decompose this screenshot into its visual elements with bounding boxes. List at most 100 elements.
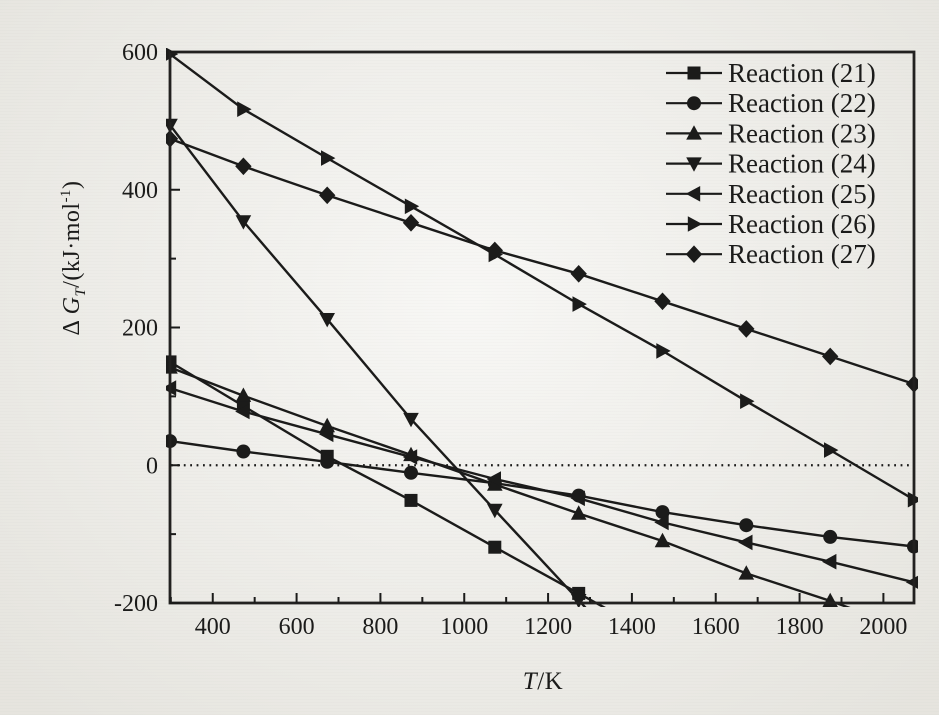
triangle-right-marker — [572, 296, 587, 312]
triangle-up-marker — [738, 565, 755, 580]
legend-item-reaction-27 — [666, 245, 722, 263]
diamond-marker — [822, 347, 839, 366]
y-title-close: ) — [59, 180, 86, 190]
legend-triangle-up-marker-icon — [686, 125, 702, 140]
legend-label: Reaction (26) — [728, 209, 876, 239]
circle-marker — [236, 444, 251, 459]
y-axis-title: Δ GT/(kJ·mol-1) — [58, 181, 90, 336]
legend-item-reaction-26 — [666, 216, 722, 232]
legend-triangle-right-marker-icon — [687, 216, 703, 232]
y-tick-label: 400 — [122, 178, 158, 204]
triangle-down-marker — [403, 412, 419, 428]
diamond-marker — [570, 265, 587, 283]
square-marker — [404, 493, 418, 507]
diamond-marker — [402, 214, 420, 232]
x-tick-label: 1400 — [608, 614, 656, 640]
x-tick-label: 2000 — [859, 614, 907, 640]
triangle-left-marker — [486, 471, 501, 487]
legend-label: Reaction (27) — [728, 239, 876, 269]
triangle-down-marker — [570, 594, 587, 607]
triangle-up-marker — [570, 505, 587, 520]
triangle-right-marker — [656, 343, 671, 359]
y-title-exponent: -1 — [58, 189, 75, 203]
triangle-right-marker — [404, 198, 420, 215]
triangle-up-marker — [235, 387, 252, 402]
triangle-left-marker — [319, 426, 334, 443]
x-tick-label: 1200 — [524, 614, 572, 640]
legend-label: Reaction (21) — [728, 58, 876, 88]
triangle-up-marker — [654, 532, 671, 548]
series-line-reaction-22 — [169, 439, 915, 548]
triangle-down-marker — [319, 313, 335, 328]
triangle-left-marker — [402, 449, 418, 465]
triangle-down-marker — [235, 215, 252, 230]
y-title-symbol: G — [59, 296, 86, 315]
x-axis-ticks — [169, 593, 885, 603]
triangle-right-marker — [824, 442, 839, 458]
circle-marker — [739, 518, 754, 533]
y-title-subscript: T — [72, 287, 89, 297]
legend-item-reaction-21 — [666, 66, 722, 80]
y-tick-label: 0 — [146, 453, 158, 479]
series-line-reaction-27 — [169, 137, 915, 386]
series-line-reaction-25 — [169, 386, 915, 584]
legend-label: Reaction (22) — [728, 88, 876, 118]
triangle-down-marker — [655, 686, 671, 700]
y-tick-label: 200 — [122, 316, 158, 342]
x-tick-label: 600 — [279, 614, 315, 640]
y-axis-ticks — [170, 51, 180, 604]
diamond-marker — [319, 186, 336, 205]
x-tick-label: 1000 — [440, 614, 488, 640]
x-title-symbol: T — [522, 668, 538, 695]
series-line-reaction-26 — [169, 53, 915, 501]
triangle-up-marker — [487, 476, 503, 491]
triangle-left-marker — [822, 553, 837, 570]
x-tick-label: 400 — [195, 614, 231, 640]
legend-item-reaction-22 — [666, 96, 722, 111]
series-reaction-23 — [166, 359, 922, 637]
circle-marker — [320, 454, 335, 469]
triangle-right-marker — [740, 393, 755, 409]
legend-diamond-marker-icon — [685, 245, 703, 263]
triangle-right-marker — [321, 150, 336, 166]
circle-marker — [655, 505, 670, 520]
legend-label: Reaction (24) — [728, 149, 876, 179]
circle-marker — [404, 465, 418, 480]
legend-square-marker-icon — [687, 66, 701, 80]
series-reaction-22 — [166, 434, 918, 554]
legend-item-reaction-24 — [666, 157, 722, 172]
x-tick-label: 800 — [362, 614, 398, 640]
circle-marker — [823, 529, 838, 544]
legend-circle-marker-icon — [687, 96, 701, 111]
x-tick-label: 1800 — [776, 614, 824, 640]
diamond-marker — [654, 292, 671, 311]
y-tick-label: 600 — [122, 40, 158, 66]
series-line-reaction-23 — [169, 366, 851, 607]
y-title-delta: Δ — [59, 314, 86, 336]
legend-item-reaction-23 — [666, 125, 722, 140]
x-title-units: /K — [537, 668, 564, 695]
triangle-up-marker — [906, 623, 922, 637]
triangle-left-marker — [738, 534, 753, 551]
legend-item-reaction-25 — [666, 186, 722, 202]
legend-triangle-down-marker-icon — [686, 157, 702, 172]
triangle-left-marker — [570, 490, 585, 507]
legend — [666, 66, 722, 263]
x-axis-title: T/K — [523, 668, 563, 696]
square-marker — [488, 540, 502, 554]
square-marker — [656, 633, 669, 646]
x-tick-label: 1600 — [692, 614, 740, 640]
y-title-units: /(kJ·mol — [59, 202, 86, 288]
legend-label: Reaction (25) — [728, 179, 876, 209]
triangle-right-marker — [237, 101, 252, 117]
legend-label: Reaction (23) — [728, 118, 876, 148]
triangle-down-marker — [487, 503, 503, 519]
triangle-left-marker — [654, 514, 669, 531]
legend-triangle-left-marker-icon — [685, 186, 701, 202]
y-tick-label: -200 — [114, 591, 158, 617]
triangle-left-marker — [235, 403, 250, 420]
diamond-marker — [738, 320, 755, 338]
diamond-marker — [235, 157, 252, 176]
